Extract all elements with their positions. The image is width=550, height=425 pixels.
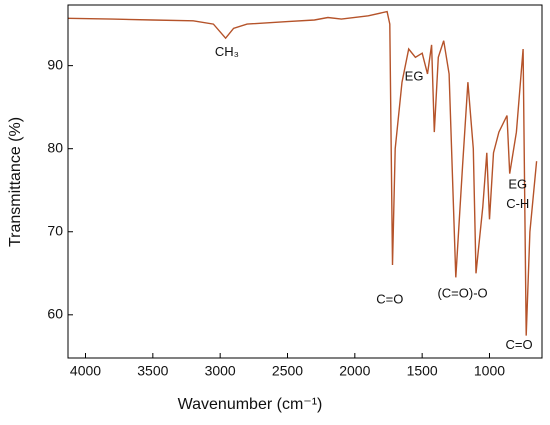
annotation: EG xyxy=(405,69,424,84)
annotation: (C=O)-O xyxy=(437,285,487,300)
x-tick-label: 3000 xyxy=(205,363,236,379)
annotation: C-H xyxy=(506,196,529,211)
annotation: EG xyxy=(508,177,527,192)
x-tick-label: 2500 xyxy=(272,363,303,379)
x-tick-label: 3500 xyxy=(137,363,168,379)
y-tick-label: 60 xyxy=(47,306,63,322)
y-tick-label: 70 xyxy=(47,222,63,238)
x-tick-label: 1500 xyxy=(407,363,438,379)
x-axis-label: Wavenumber (cm⁻¹) xyxy=(178,396,323,413)
plot-frame xyxy=(67,4,543,359)
y-tick-label: 80 xyxy=(47,139,63,155)
annotation: CH₃ xyxy=(215,44,239,59)
y-tick-label: 90 xyxy=(47,56,63,72)
x-tick-label: 1000 xyxy=(474,363,505,379)
annotation: C=O xyxy=(506,337,533,352)
y-axis-label: Transmittance (%) xyxy=(7,117,24,247)
spectrum-line xyxy=(67,10,538,336)
annotation: C=O xyxy=(376,291,403,306)
x-tick-label: 4000 xyxy=(70,363,101,379)
x-tick-label: 2000 xyxy=(339,363,370,379)
